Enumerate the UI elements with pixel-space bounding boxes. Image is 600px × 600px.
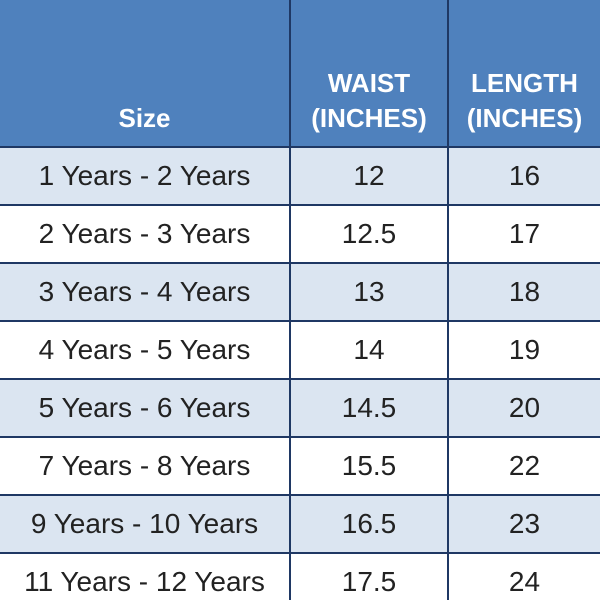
length-cell: 22: [447, 436, 600, 496]
waist-cell: 14.5: [289, 378, 449, 438]
table-row: 3 Years - 4 Years 13 18: [0, 262, 600, 322]
size-cell: 1 Years - 2 Years: [0, 146, 291, 206]
header-text: WAIST (INCHES): [311, 67, 427, 133]
table-body: 1 Years - 2 Years 12 16 2 Years - 3 Years 12…: [0, 146, 600, 600]
waist-cell: 17.5: [289, 552, 449, 600]
size-cell: 11 Years - 12 Years: [0, 552, 291, 600]
size-cell: 7 Years - 8 Years: [0, 436, 291, 496]
size-cell: 4 Years - 5 Years: [0, 320, 291, 380]
waist-cell: 15.5: [289, 436, 449, 496]
header-cell: Size: [0, 0, 291, 147]
length-cell: 17: [447, 204, 600, 264]
table-row: 2 Years - 3 Years 12.5 17: [0, 204, 600, 264]
waist-cell: 14: [289, 320, 449, 380]
table-row: 7 Years - 8 Years 15.5 22: [0, 436, 600, 496]
header-cell: LENGTH (INCHES): [447, 0, 600, 147]
length-cell: 23: [447, 494, 600, 554]
header-text: LENGTH (INCHES): [466, 67, 583, 133]
size-cell: 2 Years - 3 Years: [0, 204, 291, 264]
length-cell: 16: [447, 146, 600, 206]
size-cell: 5 Years - 6 Years: [0, 378, 291, 438]
waist-cell: 12: [289, 146, 449, 206]
table-row: 4 Years - 5 Years 14 19: [0, 320, 600, 380]
size-cell: 9 Years - 10 Years: [0, 494, 291, 554]
waist-cell: 12.5: [289, 204, 449, 264]
length-cell: 20: [447, 378, 600, 438]
header-cell: WAIST (INCHES): [289, 0, 449, 147]
size-cell: 3 Years - 4 Years: [0, 262, 291, 322]
table-row: 5 Years - 6 Years 14.5 20: [0, 378, 600, 438]
table-row: 9 Years - 10 Years 16.5 23: [0, 494, 600, 554]
header-text: Size: [118, 102, 171, 133]
length-cell: 18: [447, 262, 600, 322]
length-cell: 24: [447, 552, 600, 600]
table-row: 1 Years - 2 Years 12 16: [0, 146, 600, 206]
length-cell: 19: [447, 320, 600, 380]
table-row: 11 Years - 12 Years 17.5 24: [0, 552, 600, 600]
header-row: Size WAIST (INCHES) LENGTH (INCHES): [0, 0, 600, 147]
waist-cell: 13: [289, 262, 449, 322]
waist-cell: 16.5: [289, 494, 449, 554]
